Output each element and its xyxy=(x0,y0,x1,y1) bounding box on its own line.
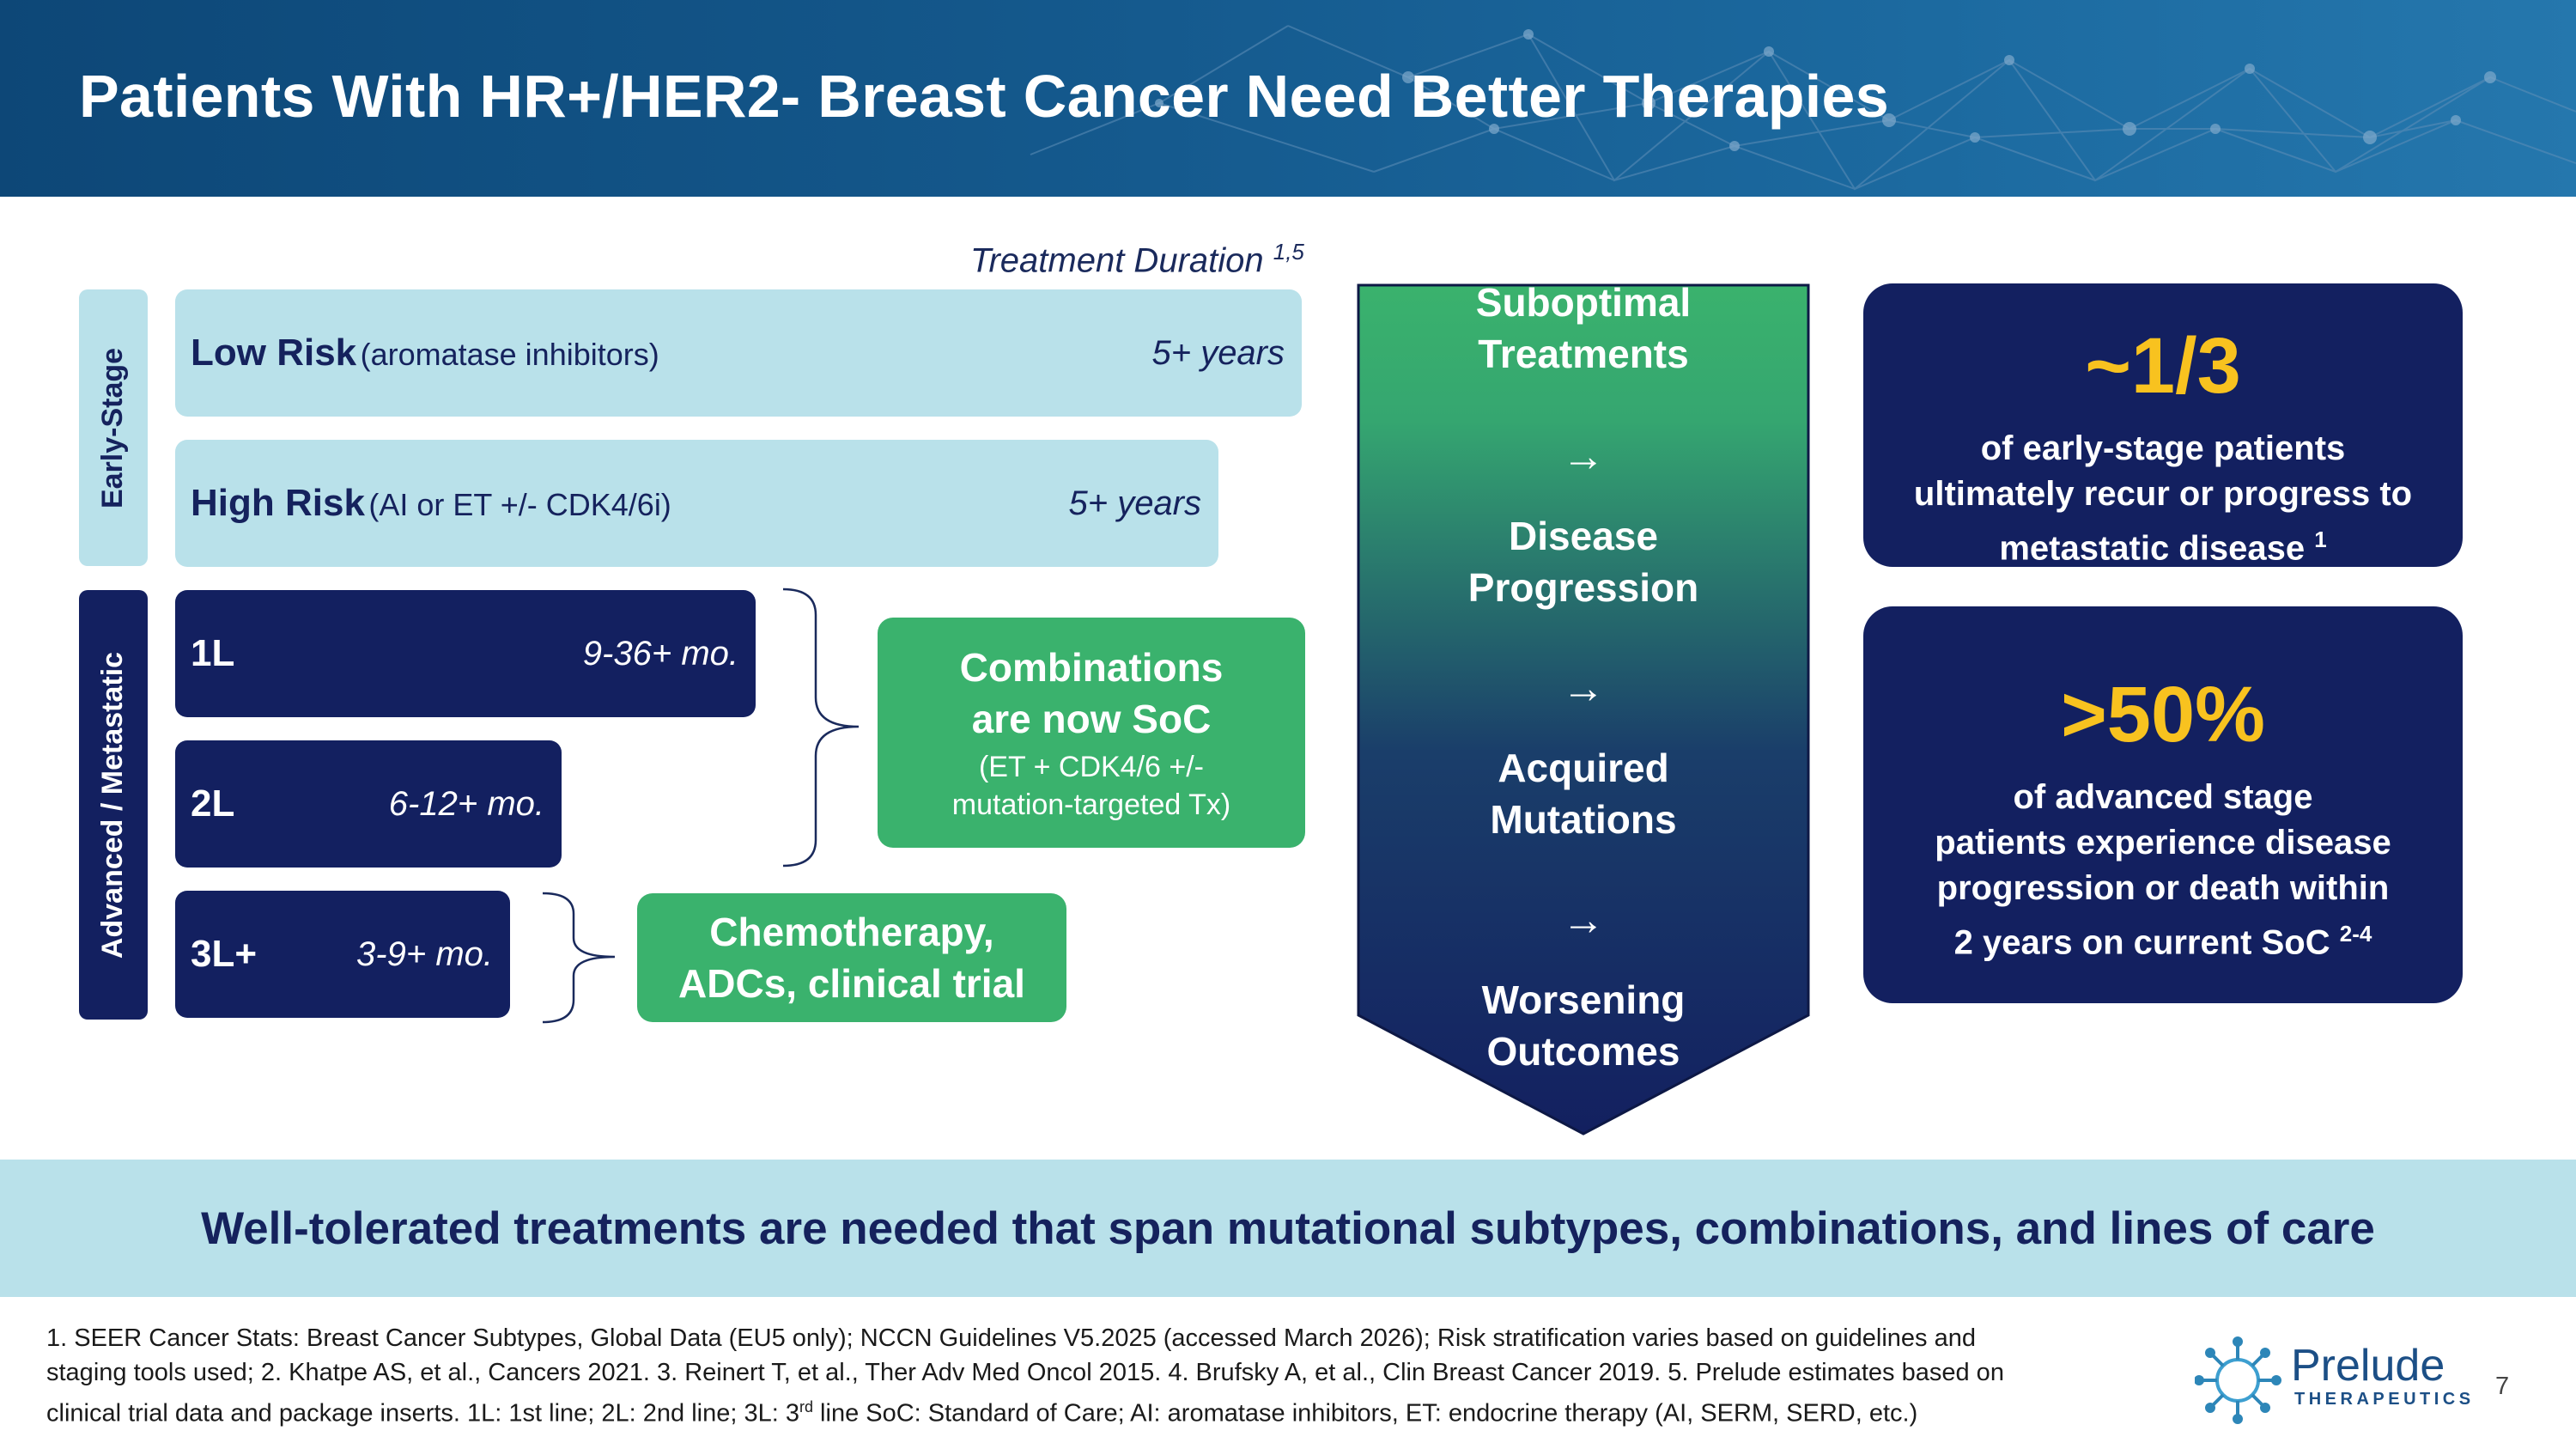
third-line-title: 3L+ xyxy=(191,933,258,975)
footnote-line-3-start: clinical trial data and package inserts.… xyxy=(46,1399,799,1428)
low-risk-bar: Low Risk (aromatase inhibitors) 5+ years xyxy=(175,289,1302,417)
first-line-label: 1L xyxy=(191,632,234,675)
second-line-duration: 6-12+ mo. xyxy=(388,784,544,823)
low-risk-title: Low Risk xyxy=(191,332,357,374)
footnote-line-3: clinical trial data and package inserts.… xyxy=(46,1390,2176,1431)
high-risk-label: High Risk (AI or ET +/- CDK4/6i) xyxy=(191,482,671,525)
treatment-duration-text: Treatment Duration xyxy=(970,241,1264,280)
high-risk-title: High Risk xyxy=(191,482,365,524)
footnote-line-3-sup: rd xyxy=(799,1398,813,1416)
early-stage-stat-box: ~1/3 of early-stage patients ultimately … xyxy=(1863,283,2463,567)
page-number: 7 xyxy=(2495,1373,2510,1400)
chemo-line-2: ADCs, clinical trial xyxy=(678,961,1025,1006)
early-stage-stat-value: ~1/3 xyxy=(2085,322,2241,410)
low-risk-sub: (aromatase inhibitors) xyxy=(360,337,659,372)
first-line-duration: 9-36+ mo. xyxy=(582,634,738,673)
chevron-arrow-2: → xyxy=(1562,664,1605,712)
adv-stat-line-2: patients experience disease xyxy=(1935,824,2391,861)
early-stage-tab: Early-Stage xyxy=(79,289,148,566)
footnotes: 1. SEER Cancer Stats: Breast Cancer Subt… xyxy=(46,1321,2176,1431)
footnote-line-1: 1. SEER Cancer Stats: Breast Cancer Subt… xyxy=(46,1324,1976,1352)
combinations-box: Combinations are now SoC (ET + CDK4/6 +/… xyxy=(878,618,1305,848)
low-risk-label: Low Risk (aromatase inhibitors) xyxy=(191,332,659,374)
key-message-text: Well-tolerated treatments are needed tha… xyxy=(201,1202,2375,1254)
advanced-stage-tab: Advanced / Metastatic xyxy=(79,590,148,1020)
third-line-duration: 3-9+ mo. xyxy=(356,935,493,973)
combinations-sub-1: (ET + CDK4/6 +/- xyxy=(978,751,1205,783)
chevron-suboptimal-2: Treatments xyxy=(1478,332,1689,376)
treatment-duration-citation: 1,5 xyxy=(1273,239,1304,265)
prelude-logo-icon xyxy=(2195,1336,2281,1424)
page-title: Patients With HR+/HER2- Breast Cancer Ne… xyxy=(79,63,1889,130)
chevron-arrow-1: → xyxy=(1562,432,1605,480)
key-message-banner: Well-tolerated treatments are needed tha… xyxy=(0,1160,2576,1297)
second-line-title: 2L xyxy=(191,782,235,825)
progression-chevron xyxy=(1357,283,1810,1135)
combinations-title-1: Combinations xyxy=(959,645,1224,690)
early-stat-citation: 1 xyxy=(2314,527,2327,552)
high-risk-duration: 5+ years xyxy=(1068,484,1201,522)
advanced-stage-stat-box: >50% of advanced stage patients experien… xyxy=(1863,606,2463,1003)
chevron-disease-1: Disease xyxy=(1509,514,1658,558)
advanced-stage-label: Advanced / Metastatic xyxy=(96,651,130,959)
early-stat-line-1: of early-stage patients xyxy=(1980,429,2346,467)
chemo-line-1: Chemotherapy, xyxy=(709,910,994,954)
adv-stat-line-3: progression or death within xyxy=(1936,869,2390,907)
early-stat-line-2: ultimately recur or progress to xyxy=(1913,475,2413,513)
network-background-graphic xyxy=(1030,25,2576,191)
early-stat-line-3: metastatic disease 1 xyxy=(1863,517,2463,571)
chevron-worsening-2: Outcomes xyxy=(1486,1029,1680,1074)
chevron-worsening-1: Worsening xyxy=(1481,977,1686,1022)
adv-stat-line-4: 2 years on current SoC 2-4 xyxy=(1863,911,2463,965)
low-risk-duration: 5+ years xyxy=(1151,333,1285,372)
treatment-duration-label: Treatment Duration 1,5 xyxy=(970,239,1304,280)
chevron-arrow-3: → xyxy=(1562,896,1605,944)
chemo-bracket xyxy=(542,892,616,1024)
logo-name: Prelude xyxy=(2291,1341,2445,1391)
chevron-disease-2: Progression xyxy=(1467,565,1699,610)
chevron-acquired-1: Acquired xyxy=(1498,746,1669,790)
third-line-bar: 3L+ 3-9+ mo. xyxy=(175,891,510,1018)
combinations-sub-2: mutation-targeted Tx) xyxy=(951,788,1231,821)
chevron-suboptimal-1: Suboptimal xyxy=(1475,280,1692,325)
adv-stat-line-4-text: 2 years on current SoC xyxy=(1953,923,2330,962)
first-line-bar: 1L 9-36+ mo. xyxy=(175,590,756,717)
high-risk-sub: (AI or ET +/- CDK4/6i) xyxy=(368,487,671,522)
adv-stat-citation: 2-4 xyxy=(2339,921,2372,947)
footnote-line-3-end: line SoC: Standard of Care; AI: aromatas… xyxy=(813,1399,1918,1428)
chevron-acquired-2: Mutations xyxy=(1490,797,1677,842)
early-stat-line-3-text: metastatic disease xyxy=(1999,529,2306,568)
second-line-label: 2L xyxy=(191,782,234,825)
header-banner xyxy=(0,0,2576,197)
first-line-title: 1L xyxy=(191,632,235,674)
combinations-title-2: are now SoC xyxy=(971,697,1212,741)
third-line-label: 3L+ xyxy=(191,933,257,976)
second-line-bar: 2L 6-12+ mo. xyxy=(175,740,562,868)
adv-stat-line-1: of advanced stage xyxy=(2013,778,2313,816)
advanced-stage-stat-value: >50% xyxy=(2061,671,2265,758)
combinations-bracket xyxy=(782,588,860,868)
chemotherapy-box: Chemotherapy, ADCs, clinical trial xyxy=(637,893,1066,1022)
high-risk-bar: High Risk (AI or ET +/- CDK4/6i) 5+ year… xyxy=(175,440,1218,567)
early-stage-label: Early-Stage xyxy=(96,347,130,508)
footnote-line-2: staging tools used; 2. Khatpe AS, et al.… xyxy=(46,1359,2004,1386)
logo-tagline: THERAPEUTICS xyxy=(2294,1390,2475,1409)
